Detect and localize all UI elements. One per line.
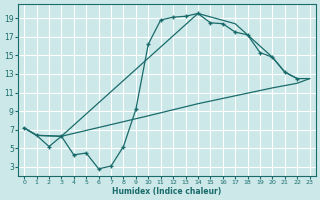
X-axis label: Humidex (Indice chaleur): Humidex (Indice chaleur) — [112, 187, 221, 196]
